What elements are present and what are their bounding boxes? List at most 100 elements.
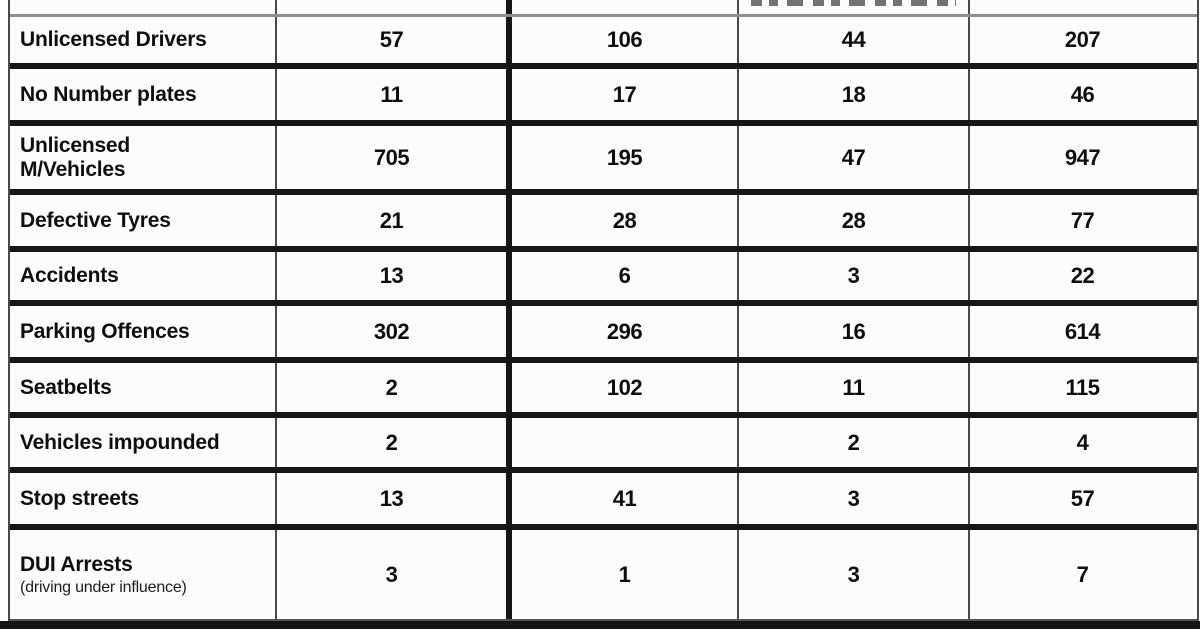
cell-value: 4 [1076, 429, 1089, 455]
row-label: Unlicensed Drivers [20, 28, 207, 52]
row-label-cell: Seatbelts [10, 363, 277, 412]
value-cell: 11 [277, 69, 512, 120]
table-row: DUI Arrests (driving under influence) 3 1 3 7 [10, 530, 1197, 621]
table-row: No Number plates 11 17 18 46 [10, 69, 1197, 126]
cell-value: 44 [841, 27, 866, 52]
cell-value: 22 [1070, 263, 1095, 288]
cell-value: 3 [385, 561, 398, 587]
offence-table: Unlicensed Drivers 57 106 44 207 No Number pl… [8, 0, 1199, 621]
value-cell: 46 [970, 69, 1195, 120]
row-label: Accidents [20, 264, 119, 288]
value-cell: 7 [970, 530, 1195, 619]
cell-value: 115 [1065, 374, 1101, 400]
cell-value: 3 [847, 263, 860, 288]
row-label: Parking Offences [20, 319, 190, 343]
cell-value: 28 [612, 207, 637, 233]
cell-value: 947 [1064, 144, 1101, 170]
cell-value: 77 [1070, 207, 1095, 233]
value-cell: 195 [512, 126, 739, 189]
value-cell: 2 [277, 363, 512, 412]
value-cell: 6 [512, 252, 739, 300]
value-cell: 16 [739, 306, 970, 357]
value-cell: 41 [512, 473, 739, 524]
value-cell: 207 [970, 17, 1195, 63]
row-label: Vehicles impounded [20, 430, 220, 454]
value-cell: 614 [970, 306, 1195, 357]
row-label-cell: Defective Tyres [10, 195, 277, 246]
value-cell: 17 [512, 69, 739, 120]
value-cell: 11 [739, 363, 970, 412]
row-label-cell: DUI Arrests (driving under influence) [10, 530, 277, 619]
cutoff-header-text [751, 0, 956, 6]
cell-value: 18 [841, 81, 866, 107]
row-label-cell: No Number plates [10, 69, 277, 120]
cell-value: 47 [841, 144, 866, 170]
cell-value: 13 [379, 485, 404, 511]
row-label: Seatbelts [20, 375, 112, 399]
cell-value: 41 [612, 485, 637, 511]
value-cell: 947 [970, 126, 1195, 189]
value-cell: 28 [512, 195, 739, 246]
cell-value: 3 [847, 561, 860, 587]
row-label-cell: Vehicles impounded [10, 418, 277, 467]
table-row: Unlicensed M/Vehicles 705 195 47 947 [10, 126, 1197, 195]
cell-value: 28 [841, 207, 866, 233]
cell-value: 7 [1076, 561, 1089, 587]
table-row: Unlicensed Drivers 57 106 44 207 [10, 17, 1197, 69]
cell-value: 1 [618, 561, 631, 587]
value-cell [512, 418, 739, 467]
cell-value: 106 [606, 27, 643, 52]
cell-value: 207 [1064, 27, 1101, 52]
value-cell: 44 [739, 17, 970, 63]
value-cell: 4 [970, 418, 1195, 467]
table-row: Seatbelts 2 102 11 115 [10, 363, 1197, 418]
header-cell [277, 0, 512, 14]
row-label: Unlicensed M/Vehicles [20, 133, 131, 181]
value-cell: 106 [512, 17, 739, 63]
cell-value: 296 [606, 318, 643, 344]
value-cell: 3 [739, 252, 970, 300]
cell-value: 11 [380, 81, 403, 107]
value-cell: 13 [277, 252, 512, 300]
cell-value: 614 [1064, 318, 1101, 344]
value-cell: 3 [739, 530, 970, 619]
table-header-row-cutoff [10, 0, 1197, 17]
row-label-cell: Stop streets [10, 473, 277, 524]
table-row: Stop streets 13 41 3 57 [10, 473, 1197, 530]
header-cell [739, 0, 970, 14]
cell-value: 57 [1070, 485, 1095, 511]
row-sublabel: (driving under influence) [20, 578, 187, 596]
value-cell: 28 [739, 195, 970, 246]
value-cell: 102 [512, 363, 739, 412]
value-cell: 77 [970, 195, 1195, 246]
row-label-cell: Parking Offences [10, 306, 277, 357]
cell-value: 13 [379, 263, 404, 288]
value-cell: 47 [739, 126, 970, 189]
cell-value: 3 [847, 485, 860, 511]
value-cell: 57 [970, 473, 1195, 524]
value-cell: 22 [970, 252, 1195, 300]
cell-value: 102 [606, 374, 643, 400]
value-cell: 705 [277, 126, 512, 189]
header-label-cell [10, 0, 277, 14]
table-row: Defective Tyres 21 28 28 77 [10, 195, 1197, 252]
value-cell: 18 [739, 69, 970, 120]
cell-value: 46 [1070, 81, 1095, 107]
table-row: Accidents 13 6 3 22 [10, 252, 1197, 306]
value-cell: 115 [970, 363, 1195, 412]
cell-value: 11 [842, 374, 865, 400]
value-cell: 21 [277, 195, 512, 246]
header-cell [970, 0, 1195, 14]
cell-value: 16 [841, 318, 866, 344]
cell-value: 2 [385, 374, 398, 400]
row-label: Stop streets [20, 486, 139, 510]
row-label-cell: Accidents [10, 252, 277, 300]
row-label: DUI Arrests [20, 552, 133, 576]
cell-value: 195 [606, 144, 643, 170]
value-cell: 1 [512, 530, 739, 619]
value-cell: 2 [739, 418, 970, 467]
table-bottom-border [0, 621, 1200, 629]
value-cell: 3 [277, 530, 512, 619]
cell-value: 302 [373, 318, 410, 344]
